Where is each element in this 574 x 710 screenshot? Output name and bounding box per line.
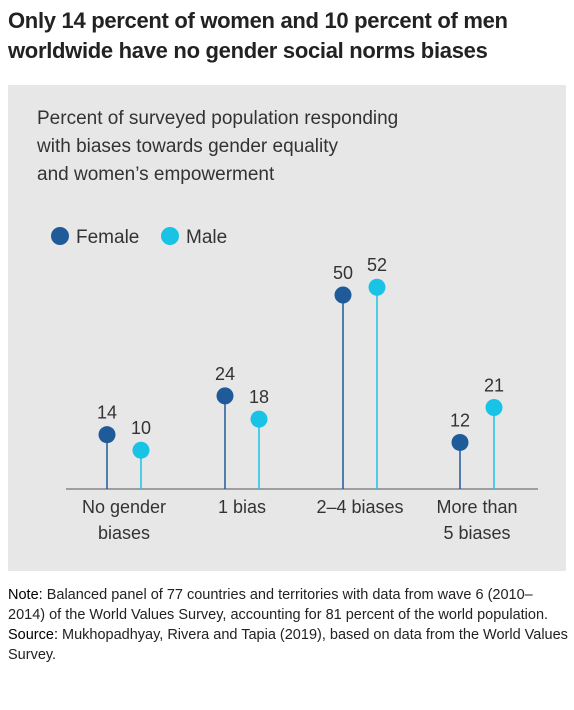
chart-title: Only 14 percent of women and 10 percent … <box>8 8 508 63</box>
dot <box>485 399 503 417</box>
dot <box>334 286 352 304</box>
chart-panel <box>8 85 566 571</box>
x-tick-label: 2–4 biases <box>316 497 404 517</box>
legend-label: Male <box>186 227 227 248</box>
data-label: 18 <box>249 387 269 407</box>
data-label: 52 <box>367 255 387 275</box>
dot <box>98 426 116 444</box>
source: Source: Mukhopadhyay, Rivera and Tapia (… <box>8 625 568 665</box>
x-tick-label: 1 bias <box>217 497 267 517</box>
data-label: 21 <box>484 376 504 396</box>
subtitle: and women’s empowerment <box>37 164 275 185</box>
legend-label: Female <box>76 227 139 248</box>
data-label: 50 <box>333 263 353 283</box>
dot <box>216 387 234 405</box>
legend-swatch <box>161 227 179 245</box>
data-label: 14 <box>97 403 117 423</box>
source-label: Source: <box>8 627 58 643</box>
subtitle: Percent of surveyed population respondin… <box>37 108 398 129</box>
note-label: Note: <box>8 587 43 603</box>
source-text: Mukhopadhyay, Rivera and Tapia (2019), b… <box>8 627 568 663</box>
data-label: 24 <box>215 364 235 384</box>
notes: Note: Balanced panel of 77 countries and… <box>8 585 568 665</box>
note-text: Balanced panel of 77 countries and terri… <box>8 587 549 623</box>
legend-swatch <box>51 227 69 245</box>
data-label: 12 <box>450 410 470 430</box>
dot <box>132 441 150 459</box>
x-tick-label: More than 5 biases <box>436 497 518 543</box>
note: Note: Balanced panel of 77 countries and… <box>8 585 568 625</box>
dot <box>250 410 268 428</box>
dot <box>368 278 386 296</box>
x-tick-label: No gender biases <box>81 497 167 543</box>
dot <box>451 433 469 451</box>
data-label: 10 <box>131 418 151 438</box>
subtitle: with biases towards gender equality <box>36 136 339 157</box>
